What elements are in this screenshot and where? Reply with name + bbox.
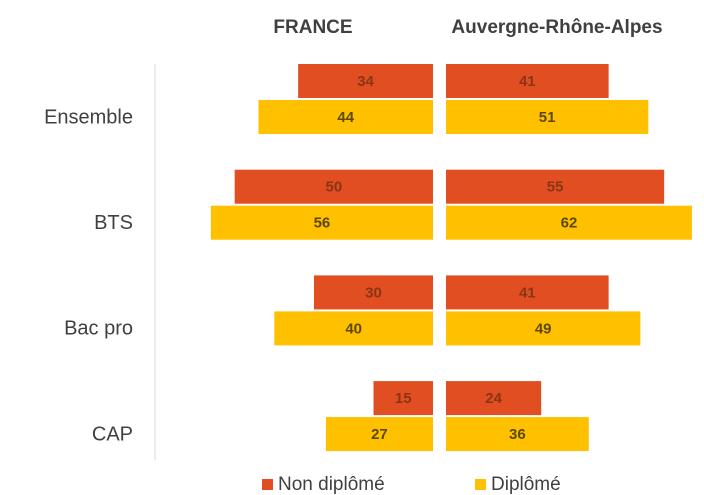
legend-swatch	[262, 479, 273, 490]
value-label: 34	[357, 73, 374, 90]
value-label: 36	[509, 426, 526, 443]
value-label: 40	[345, 320, 362, 337]
category-label: Ensemble	[44, 106, 133, 128]
bar	[446, 381, 542, 416]
value-label: 51	[539, 109, 556, 126]
bar	[258, 100, 433, 134]
value-label: 55	[547, 179, 564, 196]
value-label: 62	[561, 215, 578, 232]
value-label: 49	[535, 320, 552, 337]
bar	[446, 64, 609, 98]
value-label: 15	[395, 390, 412, 407]
category-label: BTS	[94, 212, 133, 234]
bar	[446, 205, 692, 240]
legend-label: Non diplômé	[278, 474, 385, 495]
bar	[373, 381, 433, 416]
bar	[446, 417, 589, 452]
value-label: 44	[337, 109, 354, 126]
panel-title: FRANCE	[273, 17, 352, 38]
bar	[446, 100, 649, 134]
bar	[274, 311, 433, 346]
bar	[446, 311, 641, 346]
value-label: 30	[365, 284, 382, 301]
bar	[325, 417, 433, 452]
panel-title: Auvergne-Rhône-Alpes	[451, 17, 662, 38]
bar	[446, 169, 665, 204]
value-label: 27	[371, 426, 388, 443]
bar	[234, 169, 433, 204]
value-label: 24	[485, 390, 502, 407]
value-label: 41	[519, 284, 536, 301]
bar	[298, 64, 433, 98]
legend-swatch	[475, 479, 486, 490]
legend-label: Diplômé	[491, 474, 561, 495]
bar	[446, 275, 609, 310]
value-label: 41	[519, 73, 536, 90]
bar	[314, 275, 433, 310]
category-label: CAP	[92, 423, 133, 445]
category-label: Bac pro	[64, 318, 133, 340]
value-label: 50	[325, 179, 342, 196]
value-label: 56	[314, 215, 331, 232]
bar	[210, 205, 433, 240]
